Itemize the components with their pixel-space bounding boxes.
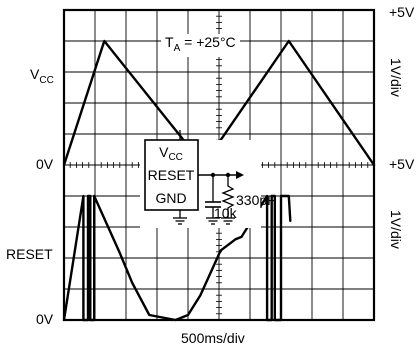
vcc-channel-label: VCC	[30, 66, 54, 86]
pin-label: GND	[155, 190, 186, 206]
reset-zero-label: 0V	[36, 311, 54, 327]
annotation-suffix: = +25°C	[180, 34, 236, 50]
pin-subscript: CC	[168, 152, 182, 163]
pin-name: V	[159, 144, 169, 160]
pin-label: VCC	[159, 144, 183, 163]
reset-trace	[62, 194, 292, 322]
vcc-scale-label: 1V/div	[388, 58, 404, 97]
pin-name: GND	[155, 190, 186, 206]
ic-box	[144, 139, 199, 211]
capacitor-label: 330pF	[236, 192, 276, 208]
reset-channel-label: RESET	[6, 246, 53, 262]
vcc-marker-label: +5V	[389, 4, 415, 20]
output-arrow	[236, 171, 244, 179]
resistor-label: 10k	[214, 205, 238, 221]
x-axis-label: 500ms/div	[181, 330, 245, 346]
temperature-annotation: TA = +25°C	[161, 34, 240, 57]
reset-scale-label: 1V/div	[388, 210, 404, 249]
vcc-zero-label: 0V	[36, 156, 54, 172]
annotation-subscript: A	[173, 42, 181, 54]
annotation-prefix: T	[165, 34, 174, 50]
resistor-symbol	[221, 175, 235, 218]
pin-name: RESET	[148, 167, 195, 183]
reset-marker-label: +5V	[389, 156, 415, 172]
pin-label: RESET	[148, 167, 195, 183]
